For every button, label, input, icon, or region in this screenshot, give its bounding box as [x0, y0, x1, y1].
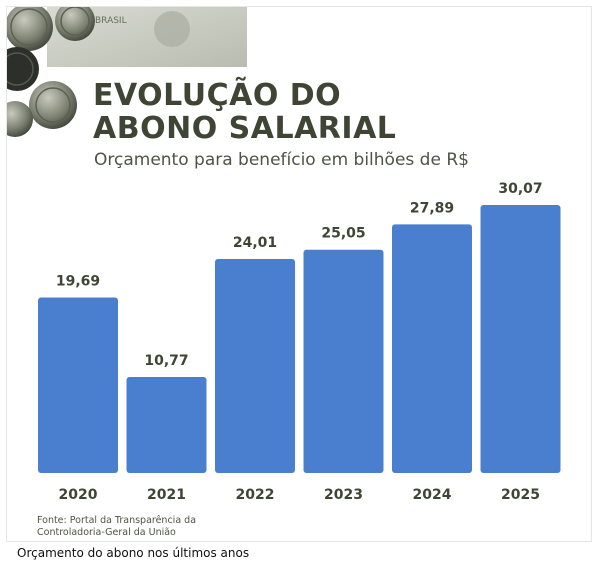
bar-2023: [303, 249, 384, 473]
x-tick-label-2025: 2025: [501, 487, 540, 503]
source-line2: Controladoria-Geral da União: [37, 527, 176, 538]
bar-2022: [215, 259, 295, 473]
bar-chart: 19,69 2020 10,77 2021 24,01 2022 25,05 2023 27,8…: [38, 181, 561, 503]
chart-title-line1: EVOLUÇÃO DO: [93, 78, 342, 113]
x-tick-label-2023: 2023: [324, 487, 363, 503]
x-tick-label-2020: 2020: [59, 487, 98, 503]
image-caption: Orçamento do abono nos últimos anos: [17, 546, 250, 560]
x-tick-label-2021: 2021: [147, 487, 186, 503]
bar-2025: [480, 205, 561, 473]
bar-2020: [38, 297, 118, 473]
value-label-2021: 10,77: [144, 353, 188, 369]
chart-title: EVOLUÇÃO DO ABONO SALARIAL: [93, 79, 396, 145]
bar-2021: [126, 377, 207, 473]
coins-icon: [7, 7, 95, 137]
source-note: Fonte: Portal da Transparência da Contro…: [37, 515, 196, 539]
x-tick-label-2022: 2022: [236, 487, 275, 503]
value-label-2025: 30,07: [498, 181, 542, 197]
banknote-text: BRASIL: [95, 16, 127, 26]
money-illustration: BRASIL: [7, 7, 247, 142]
x-tick-label-2024: 2024: [413, 487, 452, 503]
value-label-2024: 27,89: [410, 200, 454, 216]
chart-subtitle: Orçamento para benefício em bilhões de R…: [94, 150, 469, 170]
chart-card: BRASIL EVOLUÇÃO DO ABONO SALARIAL Orçame…: [6, 6, 592, 542]
value-label-2020: 19,69: [56, 274, 100, 290]
source-line1: Fonte: Portal da Transparência da: [37, 515, 197, 526]
chart-title-line2: ABONO SALARIAL: [93, 111, 397, 146]
value-label-2022: 24,01: [233, 235, 277, 251]
value-label-2023: 25,05: [321, 226, 365, 242]
bar-2024: [392, 224, 472, 473]
